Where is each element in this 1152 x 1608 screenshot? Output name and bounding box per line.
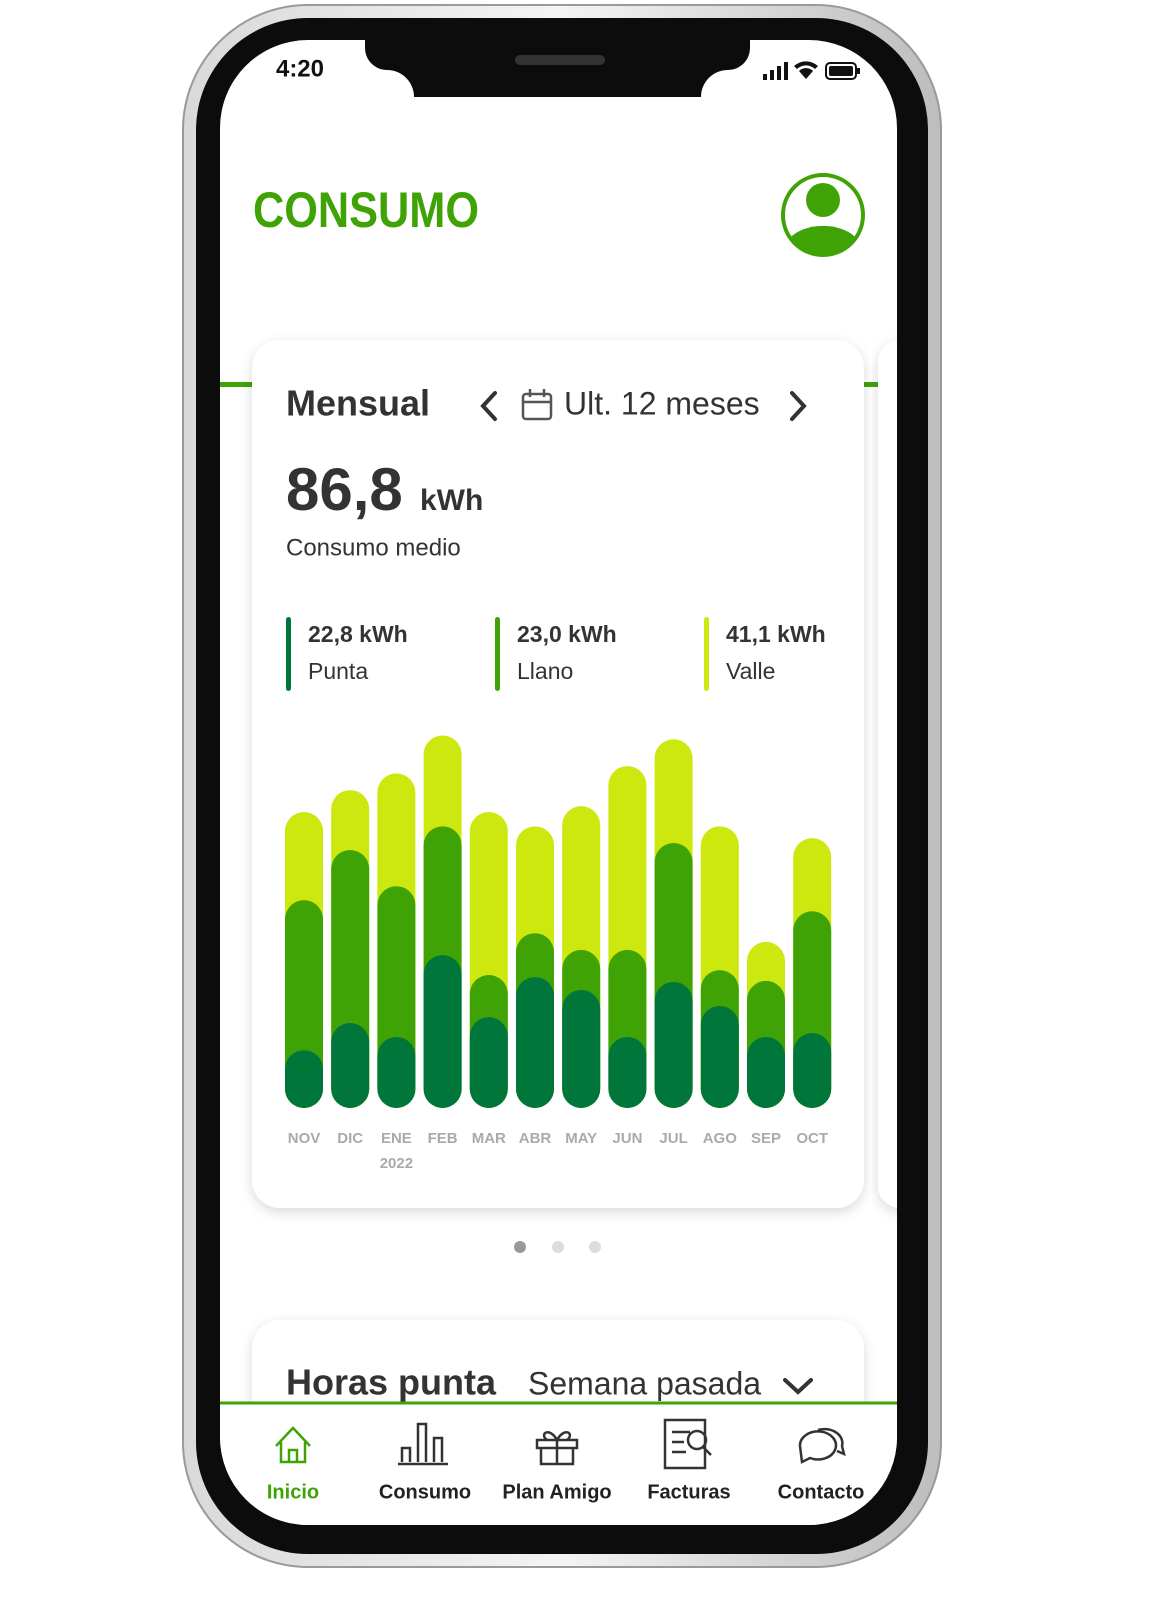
- dropdown-icon[interactable]: [783, 1378, 813, 1395]
- x-tick-label: DIC: [337, 1130, 363, 1147]
- nav-item[interactable]: Inicio: [267, 1481, 319, 1503]
- average-label: Consumo medio: [286, 534, 461, 561]
- average-value: 86,8: [286, 456, 403, 523]
- x-tick-label: SEP: [751, 1130, 781, 1147]
- nav-item[interactable]: Facturas: [647, 1481, 730, 1503]
- x-tick-label: AGO: [703, 1130, 738, 1147]
- breakdown-bar: [495, 617, 500, 691]
- breakdown-label: Punta: [308, 658, 368, 684]
- bar-segment: [608, 1036, 647, 1108]
- breakdown: 22,8 kWh Punta 23,0 kWh Llano 41,1 kWh Valle: [286, 617, 826, 691]
- bar-segment: [516, 977, 554, 1108]
- breakdown-bar: [704, 617, 709, 691]
- nav-item[interactable]: Plan Amigo: [502, 1481, 611, 1503]
- speaker: [515, 55, 605, 65]
- breakdown-label: Llano: [517, 658, 573, 684]
- breakdown-value: 22,8 kWh: [308, 621, 408, 647]
- x-tick-label: ABR: [519, 1130, 552, 1147]
- notch: [365, 40, 750, 97]
- average-unit: kWh: [420, 484, 483, 517]
- period-label: Ult. 12 meses: [564, 385, 760, 421]
- bar-segment: [331, 1023, 370, 1108]
- status-time: 4:20: [276, 55, 324, 82]
- x-tick-label: ENE: [381, 1130, 412, 1147]
- nav-item[interactable]: Contacto: [778, 1481, 865, 1503]
- x-tick-label: OCT: [796, 1130, 828, 1147]
- pager-dot[interactable]: [514, 1241, 526, 1253]
- bar-segment: [562, 989, 601, 1108]
- bar-segment: [793, 1033, 832, 1108]
- calendar-icon: [521, 389, 553, 421]
- profile-button[interactable]: [781, 173, 865, 257]
- bar-segment: [654, 981, 693, 1108]
- peak-hours-period: Semana pasada: [528, 1365, 761, 1401]
- x-tick-label: NOV: [288, 1130, 321, 1147]
- next-card: [878, 340, 897, 1208]
- x-tick-sublabel: 2022: [380, 1155, 413, 1172]
- chart: NOV DIC ENE 2022 FEB MAR ABR MAY JUN JUL AGO SEP OCT: [285, 735, 832, 1172]
- breakdown-value: 41,1 kWh: [726, 621, 826, 647]
- next-button[interactable]: [790, 391, 807, 421]
- page-title: CONSUMO: [253, 182, 479, 238]
- nav-item[interactable]: Consumo: [379, 1481, 471, 1503]
- peak-hours-title: Horas punta: [286, 1362, 497, 1403]
- status-icons: [763, 61, 860, 80]
- x-tick-label: FEB: [428, 1130, 458, 1147]
- bar-segment: [469, 1017, 508, 1108]
- x-tick-label: MAY: [565, 1130, 597, 1147]
- bar-segment: [747, 1036, 785, 1108]
- breakdown-value: 23,0 kWh: [517, 621, 617, 647]
- prev-button[interactable]: [480, 391, 497, 421]
- x-tick-label: MAR: [472, 1130, 506, 1147]
- x-tick-label: JUN: [612, 1130, 642, 1147]
- screen: 4:20 CONSUMO Mensual Ult. 12 meses 86,8 …: [220, 40, 897, 1525]
- breakdown-bar: [286, 617, 291, 691]
- card-title: Mensual: [286, 383, 430, 424]
- pager-dot[interactable]: [589, 1241, 601, 1253]
- bar-segment: [423, 955, 462, 1108]
- bar-segment: [700, 1005, 739, 1108]
- bar-segment: [285, 1050, 323, 1108]
- breakdown-label: Valle: [726, 658, 775, 684]
- pager-dot[interactable]: [552, 1241, 564, 1253]
- x-tick-label: JUL: [659, 1130, 687, 1147]
- nav-labels: Inicio Consumo Plan Amigo Facturas Contacto: [267, 1481, 864, 1503]
- carousel-edge: [220, 382, 260, 387]
- nav-icons: [275, 1418, 846, 1470]
- bar-segment: [377, 1036, 416, 1108]
